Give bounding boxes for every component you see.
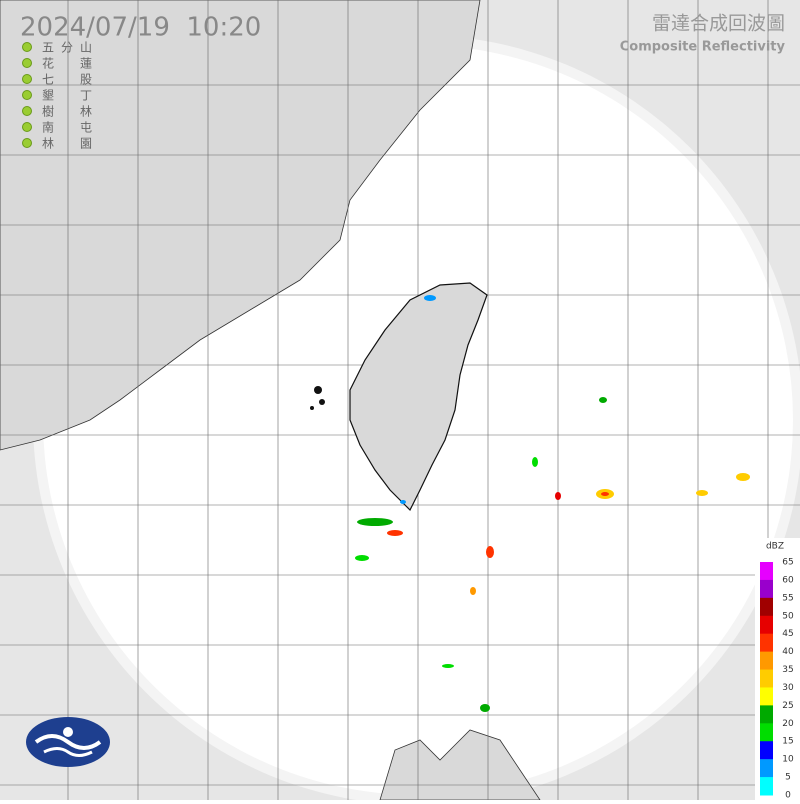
station-name: 五分山 <box>42 41 92 55</box>
legend-level: 5 <box>785 773 791 783</box>
station-dot <box>22 58 32 68</box>
legend-level: 0 <box>785 791 791 801</box>
legend-level: 25 <box>782 701 793 711</box>
legend-unit: dBZ <box>766 542 784 552</box>
legend-swatch <box>760 615 773 635</box>
legend-swatch <box>760 579 773 599</box>
legend-level: 55 <box>782 593 793 603</box>
timestamp: 2024/07/19 10:20 <box>20 13 261 43</box>
penghu <box>310 386 325 410</box>
station-dot <box>22 90 32 100</box>
legend-swatch <box>760 723 773 742</box>
legend-level: 10 <box>782 755 794 765</box>
legend-level: 50 <box>782 611 794 621</box>
station-dot <box>22 74 32 84</box>
title-zh: 雷達合成回波圖 <box>652 13 785 35</box>
station-dot <box>22 106 32 116</box>
legend-swatch <box>760 759 773 778</box>
legend-swatch <box>760 777 773 796</box>
legend-swatch <box>760 741 773 760</box>
legend-level: 60 <box>782 575 794 585</box>
legend-swatch <box>760 633 773 653</box>
logo <box>26 717 110 767</box>
legend-level: 40 <box>782 647 794 657</box>
legend-level: 20 <box>782 719 794 729</box>
station-dot <box>22 122 32 132</box>
legend-swatch <box>760 669 773 688</box>
legend-swatch <box>760 687 773 706</box>
legend-level: 65 <box>782 558 793 568</box>
station-dot <box>22 138 32 148</box>
station-dot <box>22 42 32 52</box>
echoes <box>355 295 750 712</box>
title-en: Composite Reflectivity <box>620 40 786 55</box>
legend-swatch <box>760 651 773 671</box>
legend-level: 15 <box>782 737 793 747</box>
legend-level: 35 <box>782 665 793 675</box>
legend-swatch <box>760 562 773 581</box>
legend-swatch <box>760 705 773 724</box>
legend-level: 45 <box>782 629 793 639</box>
legend-swatch <box>760 597 773 617</box>
taiwan <box>349 282 488 512</box>
legend-level: 30 <box>782 683 794 693</box>
